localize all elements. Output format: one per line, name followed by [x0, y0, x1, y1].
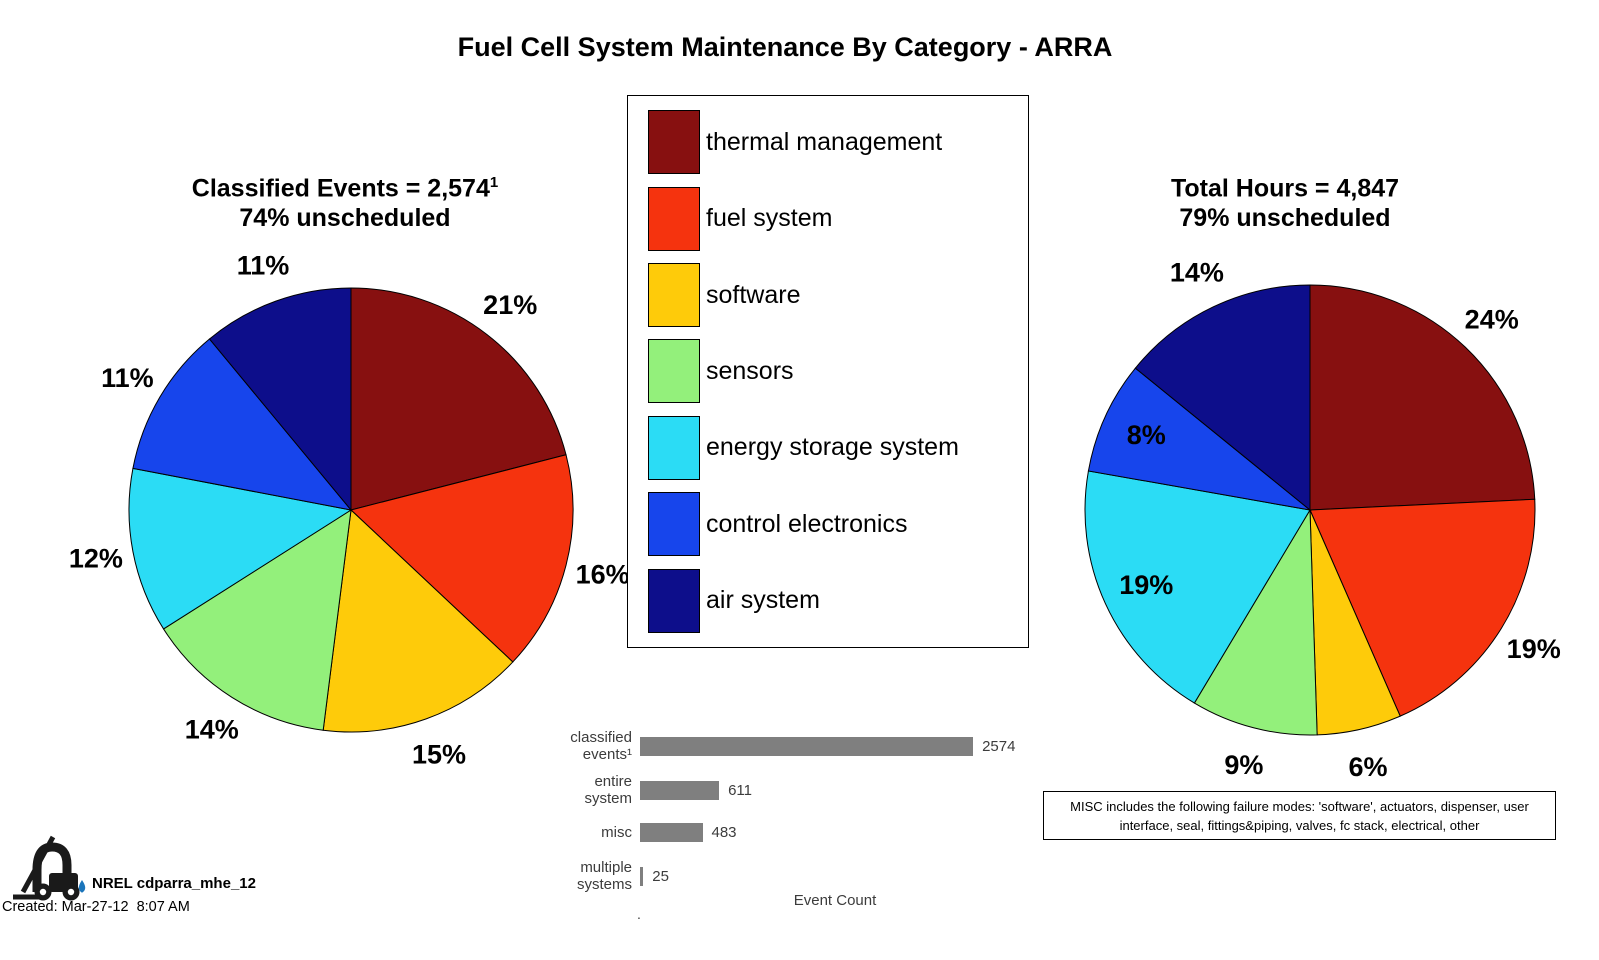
pie-slice-energy-storage-system — [1084, 470, 1311, 704]
pie-percent-label-energy-storage-system: 12% — [69, 544, 123, 574]
bar-entire-system — [640, 780, 720, 800]
pie-percent-label-control-electronics: 11% — [101, 363, 154, 393]
pie-percent-label-fuel-system: 19% — [1507, 634, 1561, 664]
left-pie-title-block: Classified Events = 2,5741 74% unschedul… — [95, 168, 595, 233]
bar-multiple-systems — [640, 866, 644, 886]
left-pie-title: Classified Events = 2,5741 — [95, 168, 595, 203]
legend-label: energy storage system — [706, 433, 959, 462]
pie-percent-label-thermal-management: 21% — [483, 290, 537, 320]
legend-label: control electronics — [706, 509, 908, 538]
legend-color-swatch-sensors — [648, 339, 700, 404]
pie-percent-label-control-electronics: 8% — [1127, 420, 1166, 450]
pie-slice-air-system — [208, 287, 352, 512]
misc-note-line1: MISC includes the following failure mode… — [1070, 799, 1529, 814]
legend-item-sensors: sensors — [628, 339, 1028, 404]
pie-slice-fuel-system — [349, 454, 574, 663]
legend-item-thermal-management: thermal management — [628, 110, 1028, 175]
legend-color-swatch-energy-storage-system — [648, 415, 700, 480]
water-droplet-icon — [78, 880, 86, 893]
pie-slice-sensors — [1193, 508, 1318, 736]
left-pie-title-text: Classified Events = 2,574 — [191, 174, 490, 203]
legend-label: air system — [706, 586, 820, 615]
right-pie-title: Total Hours = 4,847 — [1035, 168, 1535, 203]
bar-category-label-multiple-systems: multiple systems — [576, 859, 632, 893]
right-pie-title-text: Total Hours = 4,847 — [1170, 174, 1400, 203]
created-timestamp: Created: Mar-27-12 8:07 AM — [2, 899, 190, 915]
pie-percent-label-air-system: 14% — [1170, 257, 1224, 287]
page-title: Fuel Cell System Maintenance By Category… — [457, 32, 1113, 62]
legend-item-fuel-system: fuel system — [628, 186, 1028, 251]
right-pie-subtitle: 79% unscheduled — [1179, 204, 1391, 233]
bar-value-label: 611 — [728, 782, 752, 799]
pie-slice-thermal-management — [1309, 284, 1536, 511]
legend-color-swatch-thermal-management — [648, 110, 700, 175]
pie-percent-label-energy-storage-system: 19% — [1119, 570, 1173, 600]
forklift-body — [13, 835, 80, 901]
legend-label: thermal management — [706, 127, 943, 156]
forklift-logo-icon — [13, 835, 86, 901]
bar-value-label: 483 — [711, 824, 737, 841]
pie-slice-thermal-management — [350, 287, 567, 511]
bar-misc — [640, 822, 703, 842]
bar-value-label: 2574 — [982, 738, 1016, 755]
legend-label: sensors — [706, 356, 794, 385]
legend-item-software: software — [628, 263, 1028, 328]
bar-value-label: 25 — [652, 868, 669, 885]
pie-percent-label-fuel-system: 16% — [576, 560, 630, 590]
pie-chart-classified-events: 21% 16% 15% 14% 12% 11% 11% — [69, 251, 630, 770]
misc-note-line2: interface, seal, fittings&piping, valves… — [1119, 818, 1480, 833]
pie-percent-label-sensors: 14% — [185, 714, 239, 744]
legend-label: fuel system — [706, 204, 833, 233]
brand-label: NREL cdparra_mhe_12 — [92, 875, 256, 892]
legend-color-swatch-software — [648, 263, 700, 328]
pie-percent-label-software: 6% — [1348, 752, 1387, 782]
misc-note-box: MISC includes the following failure mode… — [1043, 791, 1556, 840]
bar-chart-x-axis-label: Event Count — [793, 892, 877, 909]
right-pie-title-block: Total Hours = 4,847 79% unscheduled — [1035, 168, 1535, 233]
pie-slice-energy-storage-system — [128, 467, 353, 630]
bar-classified-events- — [640, 736, 974, 756]
pie-percent-label-software: 15% — [412, 739, 466, 769]
pie-slice-fuel-system — [1309, 498, 1536, 717]
pie-percent-label-sensors: 9% — [1224, 750, 1263, 780]
left-pie-subtitle: 74% unscheduled — [239, 204, 451, 233]
legend-color-swatch-fuel-system — [648, 186, 700, 251]
legend-color-swatch-air-system — [648, 568, 700, 633]
legend-color-swatch-control-electronics — [648, 492, 700, 557]
pie-slice-control-electronics — [1087, 367, 1312, 511]
axis-dot: . — [637, 906, 641, 922]
pie-slice-control-electronics — [132, 338, 353, 511]
pie-slice-sensors — [162, 509, 352, 731]
legend-item-energy-storage-system: energy storage system — [628, 415, 1028, 480]
pie-slice-air-system — [1134, 284, 1311, 512]
bar-category-label-misc: misc — [601, 823, 632, 841]
left-pie-title-superscript: 1 — [489, 174, 499, 191]
legend-box: thermal management fuel system software sen… — [627, 95, 1029, 648]
pie-percent-label-thermal-management: 24% — [1465, 305, 1519, 335]
legend-label: software — [706, 280, 801, 309]
pie-slice-software — [322, 508, 514, 733]
legend-item-air-system: air system — [628, 568, 1028, 633]
legend-item-control-electronics: control electronics — [628, 492, 1028, 557]
pie-chart-total-hours: 24% 19% 6% 9% 19% 8% 14% — [1084, 257, 1561, 782]
pie-percent-label-air-system: 11% — [237, 251, 290, 281]
